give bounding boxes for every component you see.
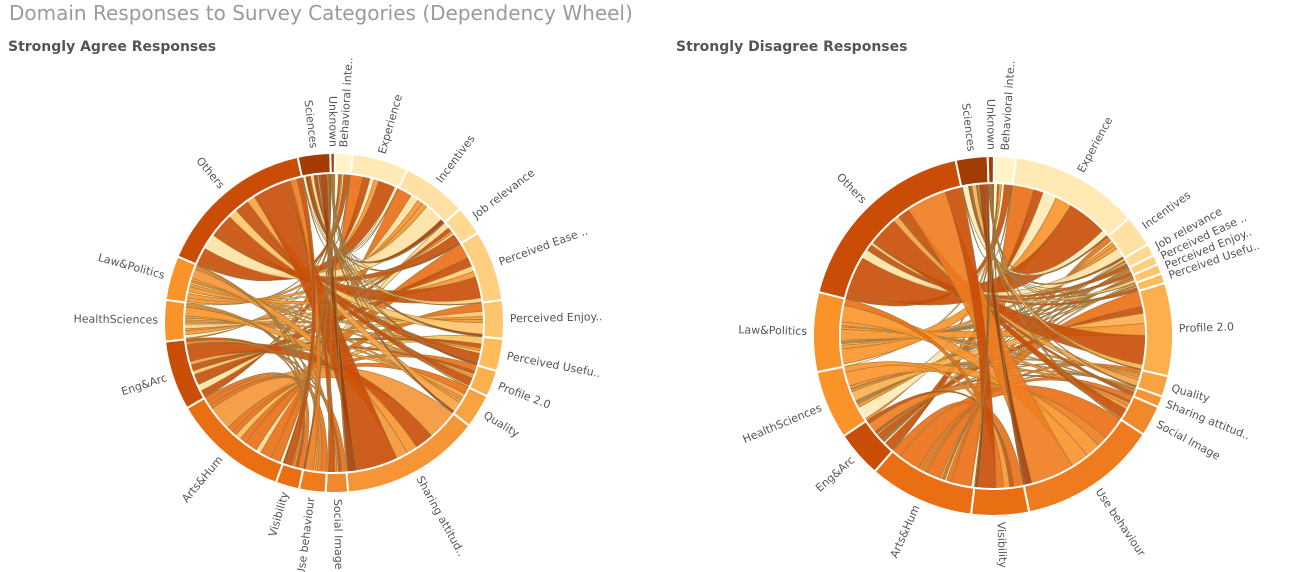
node-label-use-behaviour: Use behaviour [294,496,317,572]
node-arc-healthsciences[interactable] [163,298,187,343]
node-label-perceived-usefu: Perceived Usefu.. [506,349,602,380]
node-label-sciences: Sciences [302,99,321,149]
node-label-perceived-enjoy: Perceived Enjoy.. [510,310,603,325]
dependency-wheel-agree: Behavioral inte.. Experience IncentivesJob… [73,57,603,572]
node-arc-social-image[interactable] [324,471,350,494]
node-label-law-politics: Law&Politics [97,251,167,282]
node-label-social-image: Social Image [331,499,345,570]
node-label-job-relevance: Job relevance [469,166,537,222]
node-label-profile-2-0: Profile 2.0 [496,380,552,412]
node-arc-visibility[interactable] [969,484,1031,517]
node-label-healthsciences: HealthSciences [73,312,158,326]
node-label-eng-arc: Eng&Arc [120,371,169,398]
dependency-wheel-disagree: Behavioral inte.. ExperienceIncentivesJob… [738,60,1261,569]
node-label-quality: Quality [481,409,522,441]
node-label-experience: Experience [1075,115,1116,175]
chart-subtitle-agree: Strongly Agree Responses [8,39,217,55]
node-arc-unknown[interactable] [329,152,336,175]
node-label-others: Others [834,171,869,207]
node-label-arts-hum: Arts&Hum [179,453,225,505]
node-label-profile-2-0: Profile 2.0 [1179,320,1235,335]
node-label-visibility: Visibility [994,522,1009,569]
chart-subtitle-disagree: Strongly Disagree Responses [676,39,908,55]
node-label-incentives: Incentives [434,132,478,185]
node-label-perceived-ease: Perceived Ease .. [497,224,589,268]
node-arc-unknown[interactable] [986,155,995,185]
node-label-law-politics: Law&Politics [738,323,807,338]
node-label-sciences: Sciences [959,102,978,152]
page-title: Domain Responses to Survey Categories (D… [9,1,633,25]
node-label-behavioral-inte: Behavioral inte.. [999,60,1018,151]
node-label-experience: Experience [376,93,405,156]
node-arc-perceived-enjoy[interactable] [481,298,505,340]
node-label-behavioral-inte: Behavioral inte.. [337,57,355,148]
node-arc-sciences[interactable] [954,155,990,188]
node-label-unknown: Unknown [326,96,339,147]
node-arc-law-politics[interactable] [812,290,846,374]
node-label-use-behaviour: Use behaviour [1093,486,1149,559]
node-label-healthsciences: HealthSciences [741,401,824,446]
node-arc-sciences[interactable] [296,152,332,178]
node-label-unknown: Unknown [984,99,998,150]
node-label-visibility: Visibility [266,490,291,538]
node-label-sharing-attitud: Sharing attitud.. [413,474,467,559]
node-label-arts-hum: Arts&Hum [888,503,923,560]
node-label-others: Others [193,155,227,192]
node-label-eng-arc: Eng&Arc [813,454,857,495]
